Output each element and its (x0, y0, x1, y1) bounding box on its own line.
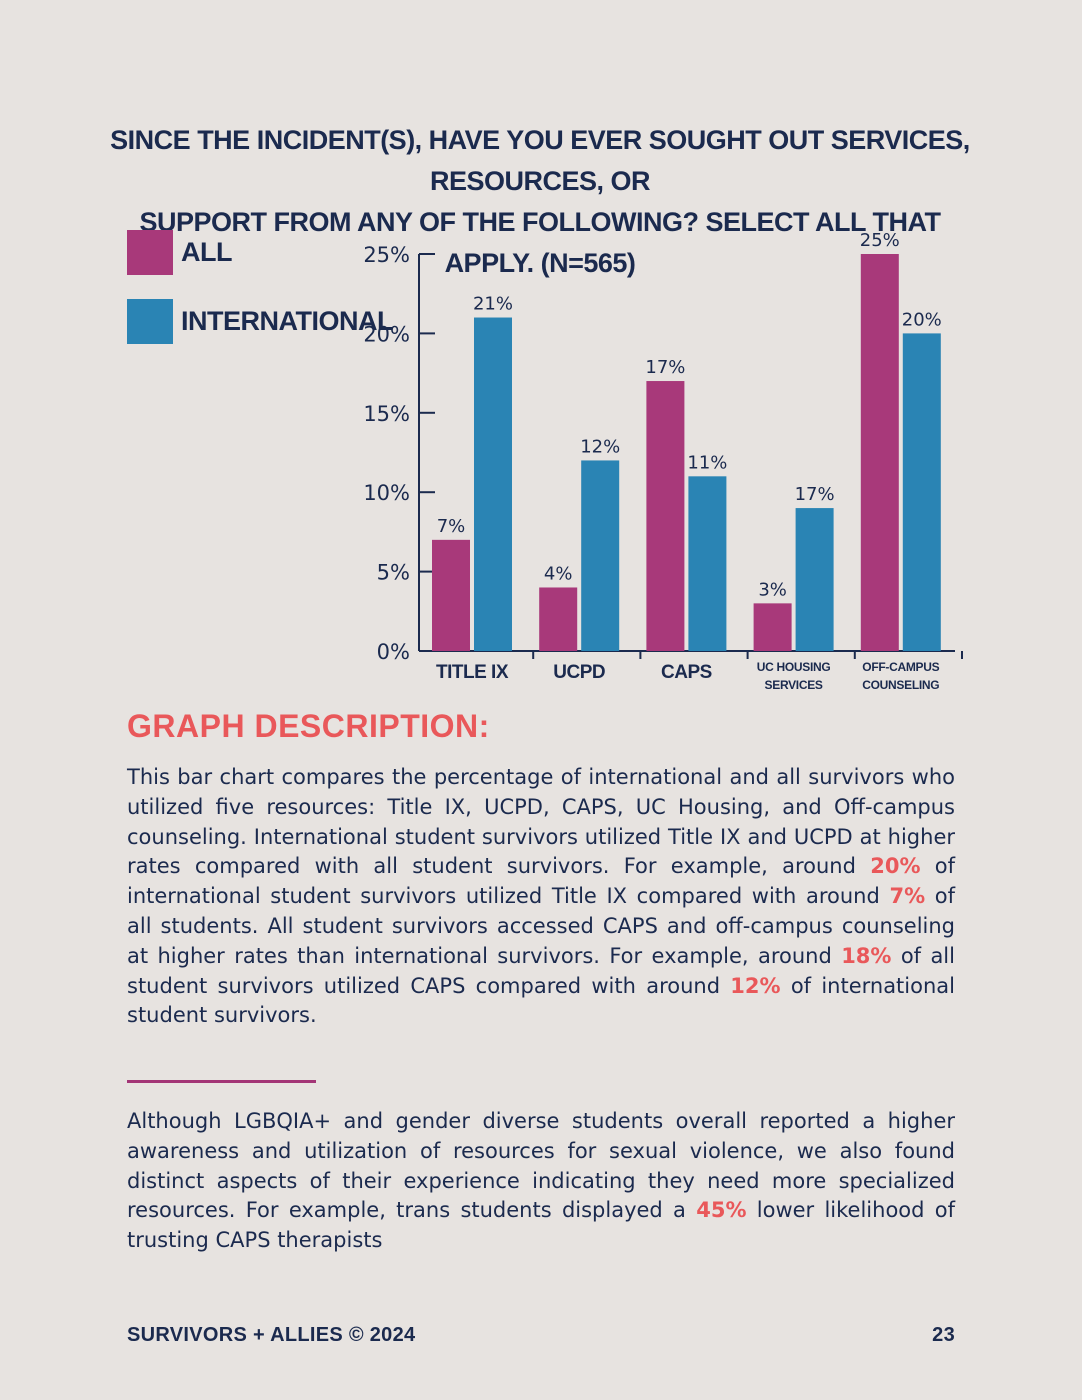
highlight-number: 7% (889, 884, 926, 909)
highlight-number: 12% (730, 973, 781, 998)
text-run: Although LGBQIA+ and gender diverse stud… (127, 1109, 955, 1223)
data-label: 21% (473, 294, 513, 315)
data-label: 4% (544, 563, 573, 584)
legend-label-all: ALL (181, 237, 232, 267)
legend-item-international: INTERNATIONAL (127, 299, 393, 344)
text-run: of international student survivors. (127, 973, 955, 1028)
bar-international (795, 508, 834, 651)
bar-all (432, 539, 470, 651)
legend-swatch-international (127, 299, 173, 344)
legend-swatch-all (127, 230, 173, 275)
data-label: 12% (580, 436, 620, 457)
y-tick-label: 0% (377, 640, 410, 664)
text-run: of international student survivors utili… (127, 854, 955, 909)
data-label: 11% (687, 452, 727, 473)
y-tick-label: 15% (363, 402, 410, 426)
legend-label-international: INTERNATIONAL (181, 306, 393, 336)
lgbqia-paragraph: Although LGBQIA+ and gender diverse stud… (127, 1107, 955, 1256)
x-tick-label: OFF-CAMPUS (862, 660, 939, 674)
chart-title-line-1: SINCE THE INCIDENT(S), HAVE YOU EVER SOU… (110, 125, 970, 196)
x-tick-label: CAPS (661, 662, 712, 683)
y-tick-label: 10% (363, 481, 410, 505)
bar-international (902, 333, 941, 651)
bar-all (646, 381, 685, 651)
data-label: 25% (860, 230, 900, 251)
bar-international (688, 476, 727, 651)
x-tick-label: UC HOUSING (757, 660, 831, 674)
bar-chart: 0% 5% 10% 15% 20% 25% 7% 21% TITLE IX 4% 12% UCPD 17… (363, 230, 963, 692)
data-label: 7% (437, 516, 466, 537)
footer-credit: SURVIVORS + ALLIES © 2024 (127, 1324, 416, 1346)
chart-title: SINCE THE INCIDENT(S), HAVE YOU EVER SOU… (100, 120, 980, 284)
legend-item-all: ALL (127, 230, 232, 275)
page-number: 23 (932, 1324, 955, 1346)
highlight-number: 45% (696, 1198, 747, 1223)
highlight-number: 20% (870, 854, 921, 879)
x-tick-label: SERVICES (765, 678, 823, 692)
x-tick-label: COUNSELING (862, 678, 939, 692)
text-run: lower likelihood of trusting CAPS therap… (127, 1198, 955, 1253)
x-tick-label: TITLE IX (436, 662, 509, 683)
bar-all (753, 603, 792, 651)
y-tick-label: 5% (377, 561, 410, 585)
bar-all (860, 254, 899, 651)
graph-description-heading: GRAPH DESCRIPTION: (127, 708, 490, 744)
bar-international (581, 460, 620, 651)
section-divider (127, 1080, 316, 1083)
data-label: 3% (758, 579, 787, 600)
chart-title-line-2: SUPPORT FROM ANY OF THE FOLLOWING? SELEC… (139, 207, 941, 278)
text-run: of all student survivors utilized CAPS c… (127, 943, 955, 998)
graph-description-paragraph: This bar chart compares the percentage o… (127, 763, 955, 1031)
data-label: 17% (795, 484, 835, 505)
bar-international (474, 317, 512, 651)
data-label: 20% (902, 309, 942, 330)
text-run: This bar chart compares the percentage o… (127, 765, 955, 879)
y-tick-label: 20% (363, 322, 410, 346)
y-tick-label: 25% (363, 243, 410, 267)
highlight-number: 18% (841, 943, 892, 968)
text-run: of all students. All student survivors a… (127, 884, 955, 968)
x-tick-label: UCPD (553, 662, 605, 683)
bar-all (539, 587, 578, 651)
data-label: 17% (645, 357, 685, 378)
